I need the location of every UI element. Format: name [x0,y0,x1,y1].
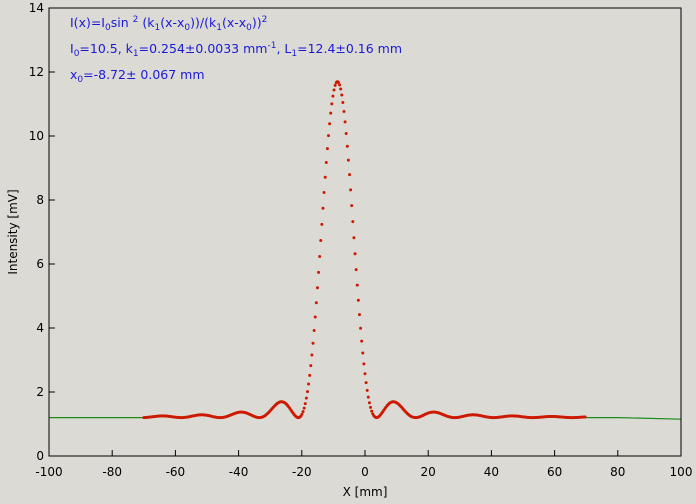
x-tick-label: 0 [361,465,369,479]
fit-point [341,100,345,104]
fit-point [331,94,335,98]
y-tick-label: 12 [29,65,44,79]
fit-point [345,144,349,148]
fit-point [349,188,353,192]
fit-point [319,238,323,242]
x-tick-label: 40 [484,465,499,479]
fit-point [350,204,354,208]
fit-point [315,286,319,290]
fit-point [330,102,334,106]
fit-point [365,388,369,392]
fit-point [364,381,368,385]
y-tick-label: 8 [36,193,44,207]
fit-point [362,362,366,366]
fit-point [360,339,364,343]
fit-point [311,341,315,345]
fit-offset-line: x0=-8.72± 0.067 mm [70,67,205,85]
y-tick-label: 6 [36,257,44,271]
fit-point [313,315,317,319]
fit-point [352,236,356,240]
fit-point [300,412,304,416]
fit-point [366,395,370,399]
fit-point [304,396,308,400]
x-tick-label: -60 [166,465,186,479]
fit-point [354,268,358,272]
fit-point [302,406,306,410]
x-tick-label: 20 [421,465,436,479]
fit-point [359,326,363,330]
x-tick-label: -80 [102,465,122,479]
fit-point [307,382,311,386]
plot-area [49,8,681,456]
fit-point [361,351,365,355]
x-tick-label: 80 [610,465,625,479]
fit-point [340,93,344,97]
fit-point [318,255,322,259]
fit-point [310,353,314,357]
y-tick-label: 10 [29,129,44,143]
x-tick-label: -100 [35,465,62,479]
fit-point [353,252,357,256]
fit-point [301,410,305,414]
fit-point [320,222,324,226]
y-tick-label: 4 [36,321,44,335]
fit-point [328,122,332,126]
fit-point [312,329,316,333]
fit-point [351,220,355,224]
y-axis-title: Intensity [mV] [6,189,20,274]
fit-series [142,80,587,420]
fit-point [324,161,328,165]
fit-point [305,390,309,394]
fit-point [308,373,312,377]
fit-point [346,158,350,162]
fit-point [329,111,333,115]
fit-point [323,175,327,179]
fit-point [325,147,329,151]
fit-point [363,372,367,376]
fit-point [355,283,359,287]
fit-point [370,409,374,413]
fit-point [336,80,340,84]
fit-formula: I(x)=I0sin 2 (k1(x-x0))/(k1(x-x0))2 [70,15,268,33]
fit-params-line: I0=10.5, k1=0.254±0.0033 mm-1, L1=12.4±0… [70,41,403,59]
fit-point [317,270,321,274]
fit-point [327,134,331,138]
fit-point [344,132,348,136]
fit-point [339,87,343,91]
fit-point [314,301,318,305]
fit-point [322,191,326,195]
fit-point [369,405,373,409]
fit-point [332,88,336,92]
fit-point [303,402,307,406]
y-tick-label: 14 [29,1,44,15]
fit-point [309,364,313,368]
x-tick-label: -40 [229,465,249,479]
x-tick-label: 60 [547,465,562,479]
fit-point [342,109,346,113]
fit-point [356,298,360,302]
x-axis-title: X [mm] [343,485,388,499]
y-tick-label: 0 [36,449,44,463]
fit-point [321,206,325,210]
fit-point [338,83,342,87]
fit-point [367,401,371,405]
x-tick-label: -20 [292,465,312,479]
fit-point [583,415,587,419]
fit-point [333,83,337,87]
fit-point [357,313,361,317]
x-tick-label: 100 [670,465,693,479]
y-tick-label: 2 [36,385,44,399]
measured-series-line [586,417,682,420]
fit-point [348,173,352,177]
fit-point [343,120,347,124]
